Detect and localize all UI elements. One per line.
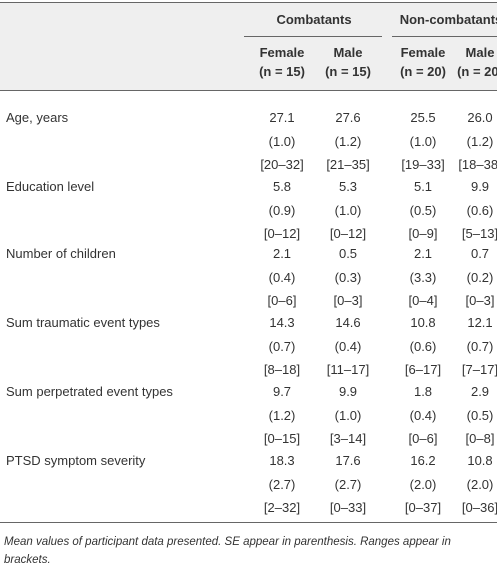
cell-se: (1.0) bbox=[334, 407, 362, 423]
cell-mean: 5.1 bbox=[413, 179, 433, 194]
cell-se: (0.4) bbox=[409, 407, 437, 423]
cell-range: [0–8] bbox=[465, 431, 495, 446]
cell-range: [7–17] bbox=[461, 362, 497, 377]
cell-se: (1.0) bbox=[409, 133, 437, 149]
cell-se: (0.7) bbox=[268, 338, 296, 354]
cell-se: (1.2) bbox=[268, 407, 296, 423]
cell-se: (2.0) bbox=[409, 476, 437, 492]
footnote: Mean values of participant data presente… bbox=[4, 536, 451, 566]
cell-range: [6–17] bbox=[404, 362, 442, 377]
group-rule bbox=[244, 36, 382, 37]
sex-header: Female bbox=[400, 45, 446, 60]
cell-range: [2–32] bbox=[263, 500, 301, 515]
cell-range: [0–36] bbox=[461, 500, 497, 515]
cell-range: [0–6] bbox=[267, 293, 297, 308]
cell-range: [0–33] bbox=[329, 500, 367, 515]
cell-se: (0.4) bbox=[268, 269, 296, 285]
cell-range: [0–3] bbox=[333, 293, 363, 308]
row-label: Sum perpetrated event types bbox=[6, 384, 173, 399]
row-label: Education level bbox=[6, 179, 95, 194]
cell-mean: 10.8 bbox=[410, 315, 436, 330]
sex-header: Male bbox=[465, 45, 495, 60]
cell-mean: 14.6 bbox=[335, 315, 361, 330]
group-header: Non-combatants bbox=[399, 12, 497, 27]
cell-mean: 0.5 bbox=[338, 246, 358, 261]
cell-range: [18–38] bbox=[458, 157, 497, 172]
cell-mean: 27.6 bbox=[335, 110, 361, 125]
cell-mean: 18.3 bbox=[269, 453, 295, 468]
cell-se: (1.0) bbox=[268, 133, 296, 149]
row-label: Number of children bbox=[6, 246, 116, 261]
n-header: (n = 20) bbox=[457, 64, 497, 79]
bottom-rule bbox=[0, 522, 497, 523]
cell-se: (0.6) bbox=[466, 202, 494, 218]
group-header: Combatants bbox=[276, 12, 352, 27]
n-header: (n = 15) bbox=[259, 64, 305, 79]
cell-se: (2.7) bbox=[334, 476, 362, 492]
cell-range: [19–33] bbox=[401, 157, 445, 172]
cell-mean: 1.8 bbox=[413, 384, 433, 399]
cell-range: [3–14] bbox=[329, 431, 367, 446]
cell-range: [0–12] bbox=[329, 226, 367, 241]
cell-mean: 9.9 bbox=[338, 384, 358, 399]
cell-mean: 26.0 bbox=[467, 110, 493, 125]
cell-range: [20–32] bbox=[260, 157, 304, 172]
sex-header: Female bbox=[259, 45, 305, 60]
row-label: Sum traumatic event types bbox=[6, 315, 160, 330]
cell-range: [0–4] bbox=[408, 293, 438, 308]
cell-mean: 5.3 bbox=[338, 179, 358, 194]
cell-range: [5–13] bbox=[461, 226, 497, 241]
cell-se: (1.2) bbox=[466, 133, 494, 149]
cell-range: [21–35] bbox=[326, 157, 370, 172]
n-header: (n = 15) bbox=[325, 64, 371, 79]
cell-range: [0–37] bbox=[404, 500, 442, 515]
row-label: PTSD symptom severity bbox=[6, 453, 146, 468]
cell-range: [0–6] bbox=[408, 431, 438, 446]
top-rule bbox=[0, 2, 497, 3]
n-header: (n = 20) bbox=[400, 64, 446, 79]
cell-se: (3.3) bbox=[409, 269, 437, 285]
cell-mean: 9.9 bbox=[470, 179, 490, 194]
cell-mean: 27.1 bbox=[269, 110, 295, 125]
cell-se: (0.6) bbox=[409, 338, 437, 354]
cell-mean: 2.1 bbox=[272, 246, 292, 261]
cell-mean: 9.7 bbox=[272, 384, 292, 399]
cell-mean: 14.3 bbox=[269, 315, 295, 330]
cell-range: [0–3] bbox=[465, 293, 495, 308]
cell-se: (0.4) bbox=[334, 338, 362, 354]
cell-se: (0.3) bbox=[334, 269, 362, 285]
cell-se: (0.7) bbox=[466, 338, 494, 354]
group-rule bbox=[392, 36, 497, 37]
cell-mean: 17.6 bbox=[335, 453, 361, 468]
cell-mean: 16.2 bbox=[410, 453, 436, 468]
cell-mean: 5.8 bbox=[272, 179, 292, 194]
cell-range: [0–15] bbox=[263, 431, 301, 446]
cell-mean: 0.7 bbox=[470, 246, 490, 261]
cell-se: (0.9) bbox=[268, 202, 296, 218]
cell-se: (0.5) bbox=[466, 407, 494, 423]
cell-se: (1.0) bbox=[334, 202, 362, 218]
cell-se: (2.7) bbox=[268, 476, 296, 492]
cell-mean: 25.5 bbox=[410, 110, 436, 125]
cell-se: (0.5) bbox=[409, 202, 437, 218]
cell-se: (2.0) bbox=[466, 476, 494, 492]
cell-range: [11–17] bbox=[326, 362, 370, 377]
cell-range: [0–9] bbox=[408, 226, 438, 241]
cell-se: (0.2) bbox=[466, 269, 494, 285]
sex-header: Male bbox=[333, 45, 363, 60]
row-label: Age, years bbox=[6, 110, 69, 125]
cell-mean: 2.9 bbox=[470, 384, 490, 399]
cell-mean: 10.8 bbox=[467, 453, 493, 468]
cell-se: (1.2) bbox=[334, 133, 362, 149]
cell-mean: 12.1 bbox=[467, 315, 493, 330]
header-rule bbox=[0, 90, 497, 91]
cell-mean: 2.1 bbox=[413, 246, 433, 261]
cell-range: [8–18] bbox=[263, 362, 301, 377]
cell-range: [0–12] bbox=[263, 226, 301, 241]
header-background bbox=[0, 2, 497, 90]
